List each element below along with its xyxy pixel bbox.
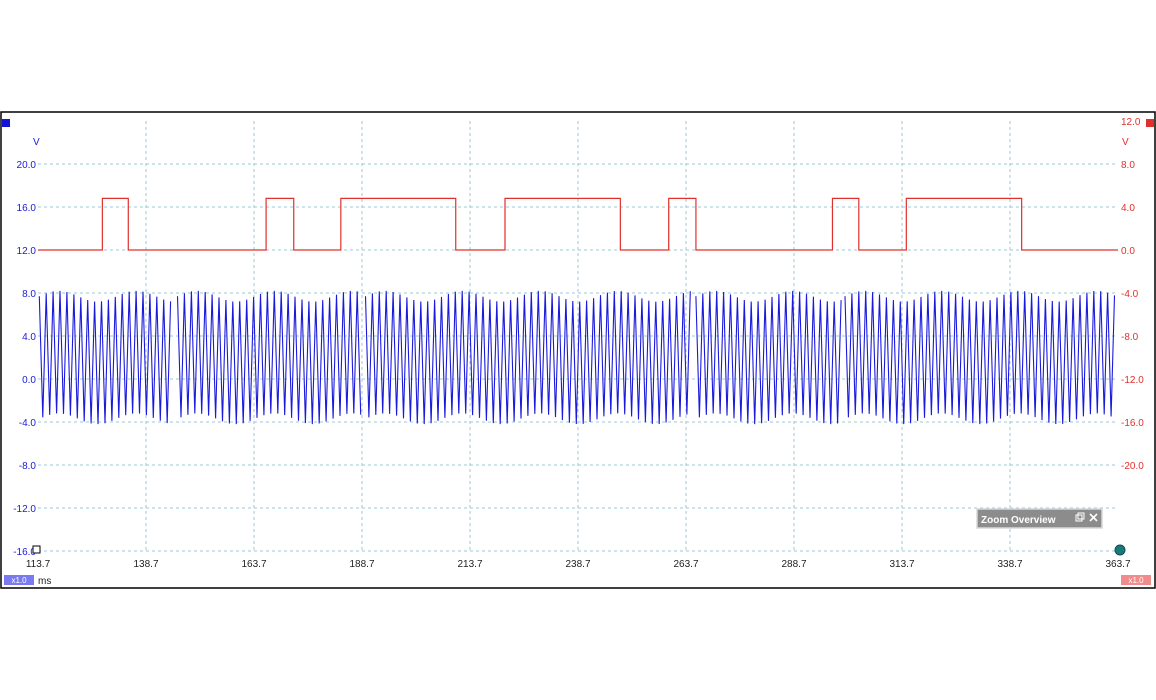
channel-a-trace [38, 290, 1116, 425]
restore-icon[interactable] [1075, 512, 1085, 522]
left-tick-label: 20.0 [17, 160, 37, 171]
x-tick-label: 288.7 [781, 559, 806, 570]
x-scale-badge-label: x1.0 [11, 576, 27, 585]
x-tick-label: 213.7 [457, 559, 482, 570]
left-tick-label: 8.0 [22, 289, 36, 300]
x-tick-label: 338.7 [997, 559, 1022, 570]
x-axis-unit: ms [38, 576, 51, 587]
left-tick-label: 16.0 [17, 203, 37, 214]
close-icon[interactable] [1089, 513, 1098, 522]
left-tick-label: -4.0 [19, 418, 37, 429]
right-tick-label: -12.0 [1121, 375, 1144, 386]
x-ruler-handle[interactable] [32, 545, 41, 554]
x-tick-label: 238.7 [565, 559, 590, 570]
channel-b-line [38, 197, 1118, 251]
right-axis-unit: V [1122, 137, 1129, 148]
x-tick-label: 188.7 [349, 559, 374, 570]
left-axis-unit: V [33, 137, 40, 148]
chart-frame [0, 111, 1156, 589]
right-tick-label: 8.0 [1121, 160, 1135, 171]
channel-a-burst [364, 290, 691, 425]
left-tick-label: 0.0 [22, 375, 36, 386]
left-tick-label: 12.0 [17, 246, 37, 257]
right-tick-label: -4.0 [1121, 289, 1139, 300]
x-tick-label: 138.7 [133, 559, 158, 570]
right-scale-badge-label: x1.0 [1128, 576, 1144, 585]
right-tick-label: 4.0 [1121, 203, 1135, 214]
right-tick-label: 0.0 [1121, 246, 1135, 257]
zoom-overview-panel[interactable]: Zoom Overview [976, 508, 1103, 529]
right-tick-label: -20.0 [1121, 461, 1144, 472]
channel-a-burst [844, 290, 1116, 425]
time-ruler-handle[interactable] [1114, 544, 1126, 556]
channel-a-burst [176, 290, 362, 425]
channel-a-burst [38, 290, 172, 425]
channel-b-marker[interactable] [1146, 119, 1154, 127]
right-scale-badge[interactable] [1121, 575, 1151, 585]
channel-b-trace [38, 197, 1118, 251]
left-tick-label: -16.0 [13, 547, 36, 558]
x-scale-badge[interactable] [4, 575, 34, 585]
x-tick-label: 363.7 [1105, 559, 1130, 570]
x-tick-label: 163.7 [241, 559, 266, 570]
right-tick-label: -16.0 [1121, 418, 1144, 429]
channel-a-marker[interactable] [2, 119, 10, 127]
x-tick-label: 113.7 [26, 559, 51, 570]
left-tick-label: -12.0 [13, 504, 36, 515]
x-tick-label: 313.7 [889, 559, 914, 570]
right-tick-label: 12.0 [1121, 117, 1141, 128]
zoom-overview-label: Zoom Overview [981, 515, 1056, 526]
x-tick-label: 263.7 [673, 559, 698, 570]
right-tick-label: -8.0 [1121, 332, 1139, 343]
axis-ticks: 113.7 138.7 163.7 188.7 213.7 238.7 263.7 288.7… [13, 117, 1144, 570]
channel-a-burst [695, 290, 842, 425]
left-tick-label: 4.0 [22, 332, 36, 343]
left-tick-label: -8.0 [19, 461, 37, 472]
